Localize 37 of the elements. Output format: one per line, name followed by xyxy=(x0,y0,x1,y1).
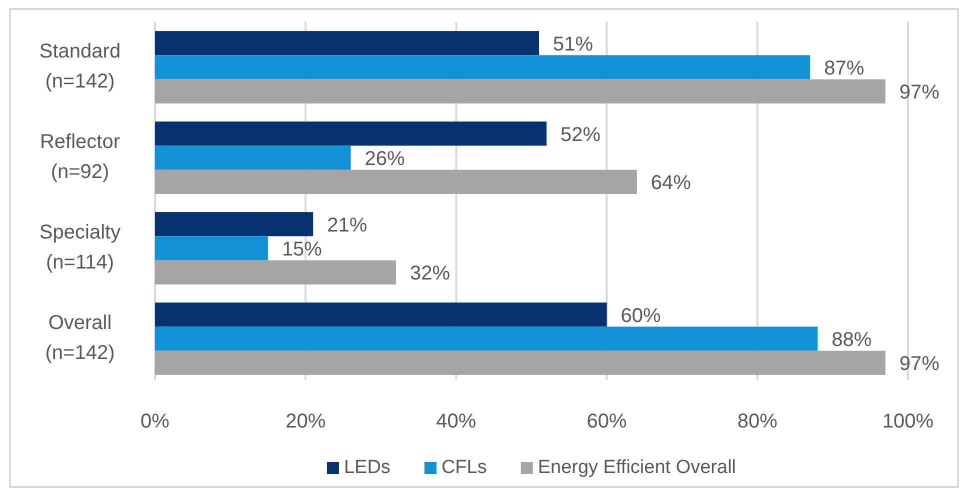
x-tick-label: 0% xyxy=(140,410,170,432)
legend-label: LEDs xyxy=(344,457,390,478)
data-label: 32% xyxy=(410,262,450,285)
x-tick-label: 40% xyxy=(436,410,476,432)
data-label: 26% xyxy=(364,148,406,170)
bar xyxy=(155,326,818,351)
bar xyxy=(155,302,607,327)
y-tick-label: Reflector (n=92) xyxy=(40,131,120,184)
bar xyxy=(155,79,886,104)
bar xyxy=(155,212,314,236)
bar xyxy=(155,236,268,260)
x-tick-label: 100% xyxy=(882,410,934,432)
legend-label: CFLs xyxy=(441,457,487,478)
y-tick-label: Overall (n=142) xyxy=(45,312,115,364)
bar xyxy=(155,170,637,194)
bar xyxy=(155,55,810,80)
bar xyxy=(155,31,540,56)
y-tick-label: Standard (n=142) xyxy=(39,40,121,93)
legend-label: Energy Efficient Overall xyxy=(538,457,736,478)
data-label: 87% xyxy=(824,58,864,80)
bar xyxy=(155,122,547,146)
bar xyxy=(155,146,351,170)
data-label: 51% xyxy=(553,33,594,56)
x-tick-label: 20% xyxy=(286,410,326,432)
bar xyxy=(155,260,396,284)
y-tick-label: Specialty (n=114) xyxy=(39,222,121,274)
data-label: 64% xyxy=(650,172,692,194)
bar xyxy=(155,350,886,375)
data-label: 21% xyxy=(327,214,368,236)
data-label: 15% xyxy=(282,238,322,261)
x-tick-label: 60% xyxy=(586,410,628,432)
data-label: 52% xyxy=(560,124,601,146)
x-tick-label: 80% xyxy=(737,410,778,432)
data-label: 97% xyxy=(899,82,940,104)
data-label: 60% xyxy=(620,304,662,327)
data-label: 88% xyxy=(832,329,872,352)
data-label: 97% xyxy=(899,353,940,376)
